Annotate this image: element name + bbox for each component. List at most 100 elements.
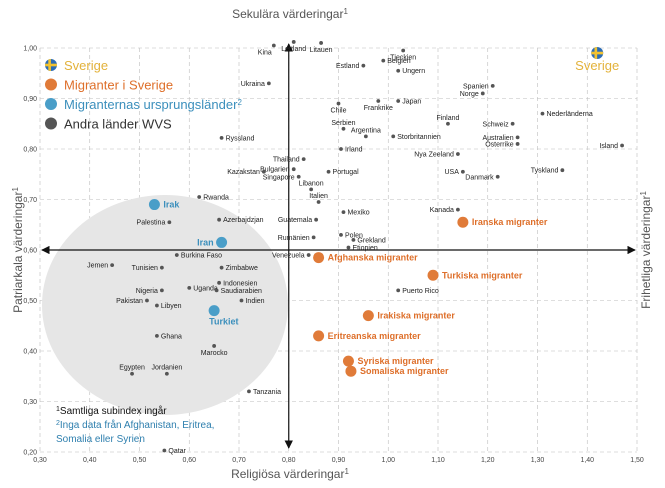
legend-swatch-origin — [45, 98, 57, 110]
point-saudiarabien — [214, 288, 219, 293]
axis-title-bottom: Religiösa värderingar1 — [231, 467, 349, 482]
migrant-label-eritreanska-migranter: Eritreanska migranter — [328, 331, 422, 341]
origin-point-iran — [216, 236, 228, 248]
y-tick-label: 0,50 — [23, 298, 37, 305]
footnotes: 1Samtliga subindex ingår 2Inga data från… — [56, 405, 214, 445]
label-bulgarien: Bulgarien — [260, 167, 290, 174]
label-italien: Italien — [309, 193, 328, 200]
label-zimbabwe: Zimbabwe — [226, 265, 258, 272]
label-burkina-faso: Burkina Faso — [181, 253, 222, 260]
label-ghana: Ghana — [161, 333, 182, 340]
label-spanien: Spanien — [463, 83, 489, 90]
migrant-label-turkiska-migranter: Turkiska migranter — [442, 270, 523, 280]
label-nya-zeeland: Nya Zeeland — [414, 152, 454, 159]
migrant-point-syriska-migranter — [342, 355, 354, 367]
label-chile: Chile — [331, 108, 347, 115]
point-libyen — [155, 303, 159, 308]
sweden-flag-icon — [591, 47, 604, 60]
point-kazakstan — [261, 169, 266, 174]
axis-title-left: Patriarkala värderingar1 — [11, 187, 26, 313]
label-norge: Norge — [460, 91, 479, 98]
point-venezuela — [306, 253, 311, 257]
migrant-label-somaliska-migranter: Somaliska migranter — [360, 366, 449, 376]
y-tick-label: 0,20 — [23, 450, 37, 457]
label-island: Island — [599, 143, 618, 150]
point-bulgarien — [291, 167, 296, 172]
data-marks: Kina Lettland Litauen Tjeckien Estland Belgie… — [87, 40, 624, 455]
label-kazakstan: Kazakstan — [227, 169, 260, 176]
sweden-point-label: Sverige — [575, 58, 619, 73]
legend-sweden-flag-icon-cross-h — [45, 63, 57, 67]
label-mexiko: Mexiko — [347, 210, 369, 217]
point-indonesien — [217, 280, 222, 285]
point-azerbajdzjan — [217, 217, 222, 222]
point-danmark — [495, 174, 500, 179]
point-pakistan — [145, 298, 149, 303]
migrant-label-iranska-migranter: Iranska migranter — [472, 217, 548, 227]
migrant-point-afghanska-migranter — [313, 252, 325, 264]
point-kina — [271, 43, 276, 48]
y-tick-label: 0,90 — [23, 96, 37, 103]
x-tick-label: 1,20 — [481, 457, 495, 464]
label-tunisien: Tunisien — [132, 265, 158, 272]
point-thailand — [301, 157, 306, 162]
point-qatar — [162, 448, 167, 453]
label-japan: Japan — [402, 99, 421, 106]
label-litauen: Litauen — [310, 47, 333, 54]
label-frankrike: Frankrike — [364, 105, 393, 112]
point-kanada — [456, 207, 460, 212]
label-serbien: Serbien — [331, 120, 355, 127]
point-tunisien — [159, 265, 164, 270]
point-etiopien — [346, 245, 351, 250]
point-guatemala — [314, 217, 319, 222]
x-tick-label: 1,50 — [630, 457, 644, 464]
point-island — [620, 143, 624, 148]
axis-title-top: Sekulära värderingar1 — [232, 7, 348, 22]
x-tick-label: 0,60 — [182, 457, 196, 464]
point-libanon — [309, 187, 314, 192]
legend-label-other: Andra länder WVS — [64, 117, 172, 132]
point-estland — [361, 63, 366, 68]
migrant-label-irakiska-migranter: Irakiska migranter — [377, 311, 455, 321]
label-qatar: Qatar — [168, 448, 186, 455]
label-pakistan: Pakistan — [116, 298, 143, 305]
migrant-label-syriska-migranter: Syriska migranter — [357, 356, 434, 366]
point-grekland — [351, 238, 356, 242]
point-rumänien — [311, 235, 316, 240]
label-venezuela: Venezuela — [272, 253, 305, 260]
point-irland — [339, 147, 343, 151]
label-singapore: Singapore — [263, 174, 295, 181]
x-tick-label: 0,90 — [332, 457, 346, 464]
migrant-label-afghanska-migranter: Afghanska migranter — [328, 253, 419, 263]
label-tjeckien: Tjeckien — [390, 55, 416, 62]
migrant-point-iranska-migranter — [457, 216, 469, 228]
label-guatemala: Guatemala — [278, 217, 312, 224]
label-puerto-rico: Puerto Rico — [402, 288, 439, 295]
legend-swatch-other — [45, 117, 57, 130]
y-tick-label: 0,60 — [23, 248, 37, 255]
point-puerto-rico — [396, 288, 401, 293]
label-egypten: Egypten — [119, 365, 145, 372]
point-egypten — [130, 371, 134, 376]
point-burkina-faso — [174, 253, 179, 257]
y-tick-label: 0,40 — [23, 349, 37, 356]
point-tjeckien — [401, 48, 406, 53]
x-tick-label: 0,30 — [33, 457, 47, 464]
x-tick-label: 0,70 — [232, 457, 246, 464]
point-polen — [339, 232, 343, 237]
legend-label-migrants: Migranter i Sverige — [64, 78, 173, 93]
label-uganda: Uganda — [193, 285, 218, 292]
label-jordanien: Jordanien — [151, 365, 182, 372]
point-ghana — [155, 333, 159, 338]
point-österrike — [515, 142, 520, 146]
label-storbritannien: Storbritannien — [397, 134, 441, 141]
label-jemen: Jemen — [87, 263, 108, 270]
legend-sweden-flag-icon — [45, 59, 57, 71]
label-rwanda: Rwanda — [203, 194, 229, 201]
point-jemen — [110, 263, 115, 268]
label-rumänien: Rumänien — [278, 235, 310, 242]
point-tyskland — [560, 168, 565, 173]
legend-label-sweden: Sverige — [64, 58, 108, 73]
label-portugal: Portugal — [333, 169, 360, 176]
x-tick-label: 0,50 — [133, 457, 147, 464]
